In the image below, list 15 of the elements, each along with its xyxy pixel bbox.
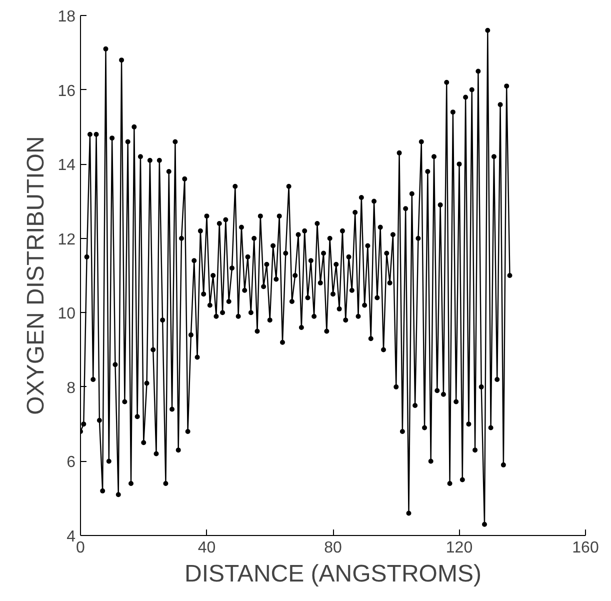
x-tick-label: 120 bbox=[446, 540, 473, 556]
y-axis-title: OXYGEN DISTRIBUTION bbox=[22, 136, 50, 415]
y-tick-label: 12 bbox=[58, 231, 76, 248]
x-tick-label: 160 bbox=[572, 540, 599, 556]
y-tick-label: 4 bbox=[66, 528, 76, 546]
y-tick-label: 6 bbox=[66, 454, 76, 472]
x-tick-label: 80 bbox=[324, 540, 342, 556]
y-tick-label: 16 bbox=[58, 82, 76, 100]
x-axis-title: DISTANCE (ANGSTROMS) bbox=[184, 560, 482, 588]
x-tick-label: 40 bbox=[198, 540, 216, 556]
y-tick-label: 10 bbox=[58, 306, 76, 323]
y-tick-label: 14 bbox=[58, 157, 76, 174]
x-tick-label: 0 bbox=[76, 540, 86, 556]
y-tick-label: 8 bbox=[66, 380, 76, 397]
y-tick-label: 18 bbox=[58, 8, 76, 26]
